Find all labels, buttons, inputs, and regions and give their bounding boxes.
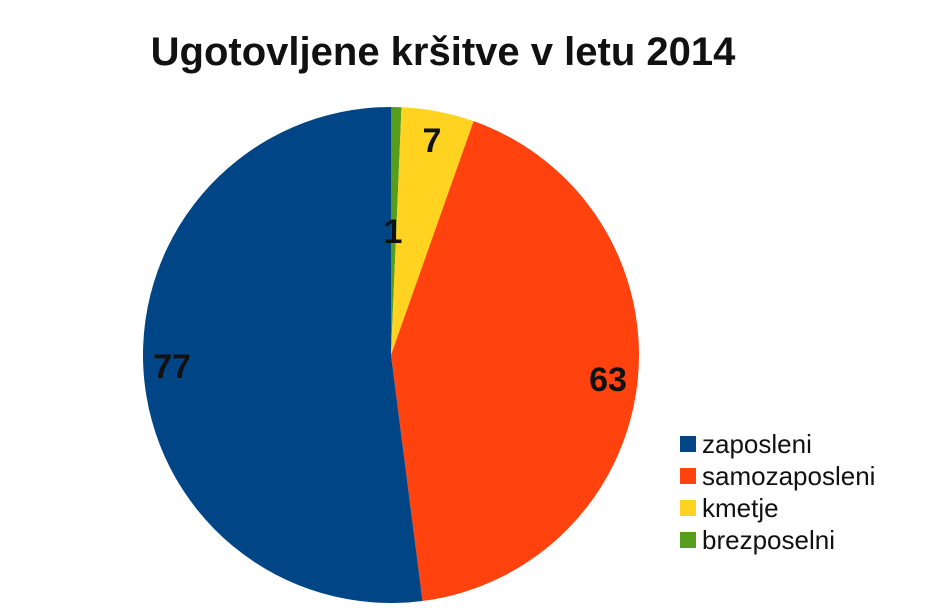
legend-item-zaposleni: zaposleni bbox=[680, 428, 875, 460]
data-label-brezposelni: 1 bbox=[384, 213, 403, 251]
legend-label: kmetje bbox=[702, 492, 779, 523]
legend-item-kmetje: kmetje bbox=[680, 492, 875, 524]
legend: zaposleni samozaposleni kmetje brezposel… bbox=[680, 428, 875, 556]
data-label-kmetje: 7 bbox=[423, 122, 442, 160]
legend-item-samozaposleni: samozaposleni bbox=[680, 460, 875, 492]
chart-title: Ugotovljene kršitve v letu 2014 bbox=[150, 30, 736, 74]
pie-slice-kmetje bbox=[391, 107, 474, 356]
legend-swatch bbox=[680, 468, 696, 484]
pie-slice-samozaposleni bbox=[391, 121, 639, 601]
legend-label: zaposleni bbox=[702, 428, 812, 459]
data-label-zaposleni: 77 bbox=[153, 348, 191, 386]
data-label-samozaposleni: 63 bbox=[589, 361, 627, 399]
legend-label: samozaposleni bbox=[702, 460, 876, 491]
legend-swatch bbox=[680, 500, 696, 516]
pie-slice-brezposelni bbox=[391, 107, 402, 355]
legend-label: brezposelni bbox=[702, 524, 835, 555]
legend-swatch bbox=[680, 532, 696, 548]
pie-slice-zaposleni bbox=[143, 107, 423, 603]
legend-swatch bbox=[680, 436, 696, 452]
legend-item-brezposelni: brezposelni bbox=[680, 524, 875, 556]
